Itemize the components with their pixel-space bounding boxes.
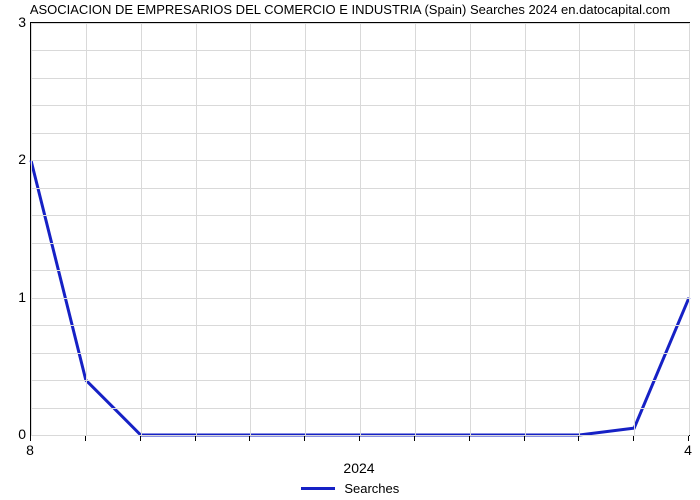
x-tick	[30, 436, 31, 441]
gridline-v	[525, 23, 526, 435]
x-tick	[140, 436, 141, 441]
gridline-v	[86, 23, 87, 435]
x-tick	[578, 436, 579, 441]
chart-root: ASOCIACION DE EMPRESARIOS DEL COMERCIO E…	[0, 0, 700, 500]
gridline-v	[579, 23, 580, 435]
legend: Searches	[0, 480, 700, 496]
x-tick-label: 8	[26, 442, 34, 458]
y-tick-label: 1	[10, 289, 26, 305]
x-tick	[524, 436, 525, 441]
gridline-h	[31, 435, 689, 436]
legend-swatch	[301, 487, 335, 490]
y-tick-label: 0	[10, 426, 26, 442]
x-tick	[85, 436, 86, 441]
gridline-v	[415, 23, 416, 435]
gridline-v	[250, 23, 251, 435]
x-tick-label: 4	[684, 442, 692, 458]
plot-area	[30, 22, 690, 436]
y-tick-label: 2	[10, 151, 26, 167]
legend-label: Searches	[344, 481, 399, 496]
gridline-v	[305, 23, 306, 435]
x-tick	[249, 436, 250, 441]
gridline-v	[470, 23, 471, 435]
x-tick	[688, 436, 689, 441]
x-tick	[359, 436, 360, 441]
gridline-v	[360, 23, 361, 435]
gridline-v	[196, 23, 197, 435]
x-tick	[633, 436, 634, 441]
chart-title: ASOCIACION DE EMPRESARIOS DEL COMERCIO E…	[0, 2, 700, 17]
gridline-v	[689, 23, 690, 435]
x-tick-label-secondary: 2024	[343, 460, 374, 476]
x-tick	[304, 436, 305, 441]
x-tick	[469, 436, 470, 441]
y-tick-label: 3	[10, 14, 26, 30]
x-tick	[414, 436, 415, 441]
x-tick	[195, 436, 196, 441]
gridline-v	[634, 23, 635, 435]
gridline-v	[31, 23, 32, 435]
gridline-v	[141, 23, 142, 435]
